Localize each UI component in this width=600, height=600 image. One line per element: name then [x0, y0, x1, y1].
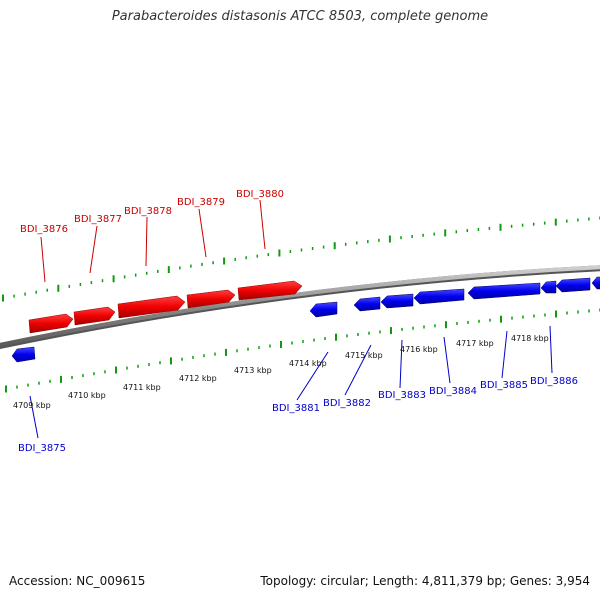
- ruler-label-4710: 4710 kbp: [68, 391, 106, 400]
- genome-backbone: [0, 265, 600, 350]
- ruler-label-4715: 4715 kbp: [345, 351, 383, 360]
- gene-label-bdi-3885[interactable]: BDI_3885: [480, 380, 528, 391]
- gene-arrow-bdi-3884[interactable]: [413, 288, 465, 305]
- gene-arrow-bdi-3882[interactable]: [353, 296, 381, 312]
- gene-label-bdi-3876[interactable]: BDI_3876: [20, 224, 68, 235]
- reverse-genes: [11, 276, 600, 363]
- gene-label-bdi-3879[interactable]: BDI_3879: [177, 197, 225, 208]
- gene-arrow-edge[interactable]: [591, 276, 600, 290]
- ruler-label-4713: 4713 kbp: [234, 366, 272, 375]
- ruler-label-4712: 4712 kbp: [179, 374, 217, 383]
- gene-label-bdi-3884[interactable]: BDI_3884: [429, 386, 477, 397]
- gene-arrow-bdi-3886-a[interactable]: [540, 280, 557, 294]
- ruler-label-4717: 4717 kbp: [456, 339, 494, 348]
- ruler-label-4714: 4714 kbp: [289, 359, 327, 368]
- reverse-ruler: [5, 308, 600, 393]
- ruler-label-4716: 4716 kbp: [400, 345, 438, 354]
- gene-arrow-bdi-3877[interactable]: [73, 306, 116, 326]
- gene-arrow-bdi-3883[interactable]: [380, 293, 414, 309]
- gene-arrow-bdi-3885[interactable]: [467, 282, 541, 300]
- gene-arrow-bdi-3879[interactable]: [186, 289, 236, 309]
- gene-label-bdi-3882[interactable]: BDI_3882: [323, 398, 371, 409]
- gene-arrow-bdi-3886[interactable]: [555, 277, 591, 293]
- genome-summary-text: Topology: circular; Length: 4,811,379 bp…: [260, 574, 590, 588]
- gene-arrow-bdi-3875[interactable]: [11, 346, 36, 363]
- genome-backbone-highlight: [0, 265, 600, 348]
- gene-label-bdi-3875[interactable]: BDI_3875: [18, 443, 66, 454]
- gene-arrow-bdi-3880[interactable]: [237, 280, 303, 301]
- gene-label-bdi-3883[interactable]: BDI_3883: [378, 390, 426, 401]
- ruler-label-4709: 4709 kbp: [13, 401, 51, 410]
- forward-ruler: [2, 216, 600, 302]
- gene-arrow-bdi-3876[interactable]: [28, 313, 74, 334]
- ruler-label-4711: 4711 kbp: [123, 383, 161, 392]
- gene-label-bdi-3877[interactable]: BDI_3877: [74, 214, 122, 225]
- accession-text: Accession: NC_009615: [9, 574, 146, 588]
- genome-title: Parabacteroides distasonis ATCC 8503, co…: [111, 9, 489, 24]
- gene-arrow-bdi-3878[interactable]: [117, 295, 186, 319]
- forward-genes: [28, 280, 303, 334]
- gene-label-bdi-3878[interactable]: BDI_3878: [124, 206, 172, 217]
- ruler-label-4718: 4718 kbp: [511, 334, 549, 343]
- label-leaders: [29, 199, 553, 439]
- gene-label-bdi-3880[interactable]: BDI_3880: [236, 189, 284, 200]
- gene-arrow-bdi-3881[interactable]: [309, 301, 338, 318]
- gene-label-bdi-3886[interactable]: BDI_3886: [530, 376, 578, 387]
- gene-label-bdi-3881[interactable]: BDI_3881: [272, 403, 320, 414]
